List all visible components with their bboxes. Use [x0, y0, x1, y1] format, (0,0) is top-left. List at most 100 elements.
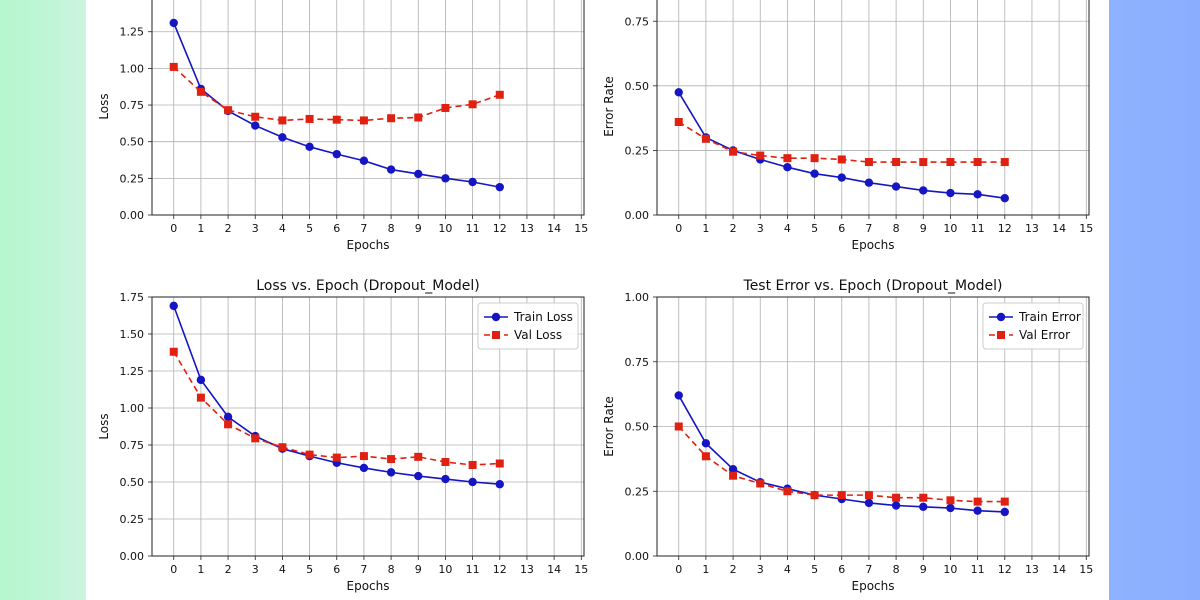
y-tick-label: 0.00 [625, 550, 650, 563]
val-data-point [278, 443, 287, 452]
val-data-point [305, 114, 314, 123]
axes-frame [151, 296, 585, 557]
val-data-point [973, 158, 982, 167]
train-data-point [674, 391, 683, 400]
chart-1: 0 1 2 3 4 5 6 7 8 9 10 11 12 13 14 150.000.250.500.75Ep… [602, 0, 1093, 252]
x-tick-label: 9 [415, 563, 422, 576]
y-tick-label: 0.75 [625, 15, 650, 28]
x-tick-label: 3 [757, 222, 764, 235]
train-data-point [305, 142, 314, 152]
x-tick-label: 4 [784, 222, 791, 235]
val-data-point [251, 112, 260, 121]
x-tick-label: 10 [438, 563, 452, 576]
x-tick-label: 8 [388, 222, 395, 235]
x-axis-label: Epochs [852, 238, 895, 252]
val-data-point [674, 118, 683, 126]
x-axis-label: Epochs [347, 579, 390, 593]
train-data-point [701, 439, 711, 448]
legend-box [982, 302, 1084, 350]
legend-marker-train [491, 312, 501, 322]
train-data-point [891, 501, 901, 510]
train-data-point [728, 465, 738, 474]
legend: Train Loss Val Loss [477, 302, 579, 350]
val-data-point [278, 116, 287, 125]
x-tick-label: 3 [757, 563, 764, 576]
train-data-point [386, 468, 396, 477]
val-data-point [864, 491, 873, 500]
y-tick-label: 0.25 [625, 144, 650, 157]
val-data-point [946, 158, 955, 167]
train-data-point [278, 133, 287, 142]
left-background [0, 0, 86, 600]
train-data-point [251, 121, 260, 130]
train-data-point [946, 188, 955, 198]
x-tick-label: 11 [466, 563, 480, 576]
val-data-point [919, 493, 928, 502]
x-tick-label: 8 [388, 563, 395, 576]
x-tick-label: 6 [838, 563, 845, 576]
x-tick-label: 15 [574, 563, 588, 576]
val-data-point [332, 115, 341, 124]
x-tick-label: 0 [675, 222, 682, 235]
x-tick-label: 4 [279, 222, 286, 235]
legend-box [477, 302, 579, 350]
x-tick-label: 2 [730, 222, 737, 235]
val-data-point [837, 491, 846, 500]
val-data-point [783, 487, 792, 496]
val-data-point [169, 62, 178, 71]
y-tick-label: 0.00 [120, 550, 145, 563]
legend-label-train: Train Error [1018, 310, 1081, 324]
train-data-point [468, 477, 477, 487]
y-axis-label: Loss [97, 93, 111, 119]
val-data-point [359, 116, 368, 125]
train-data-point [441, 174, 450, 183]
val-data-point [946, 496, 955, 505]
y-tick-label: 0.50 [120, 476, 145, 489]
val-data-point [414, 113, 423, 122]
legend-label-val: Val Loss [514, 328, 562, 342]
val-data-point [892, 493, 901, 502]
right-background [1109, 0, 1200, 600]
x-tick-label: 10 [943, 222, 957, 235]
val-data-point [973, 497, 982, 506]
y-tick-label: 0.00 [120, 209, 145, 222]
x-tick-label: 15 [1079, 222, 1093, 235]
legend-marker-train [996, 312, 1006, 322]
x-axis-label: Epochs [347, 238, 390, 252]
val-data-point [387, 114, 396, 123]
val-data-point [837, 155, 846, 164]
chart-title: Test Error vs. Epoch (Dropout_Model) [743, 278, 1003, 294]
val-data-point [305, 450, 314, 459]
x-tick-label: 3 [252, 222, 259, 235]
x-tick-label: 3 [252, 563, 259, 576]
train-data-point [837, 173, 846, 182]
y-tick-label: 1.50 [120, 328, 145, 341]
val-data-point [1000, 158, 1009, 167]
x-tick-label: 14 [547, 563, 561, 576]
y-tick-label: 0.75 [625, 356, 650, 369]
val-data-point [169, 347, 178, 356]
x-tick-label: 9 [920, 563, 927, 576]
legend-label-val: Val Error [1019, 328, 1070, 342]
x-tick-label: 12 [493, 563, 507, 576]
train-data-point [1000, 507, 1009, 517]
train-data-point [919, 186, 928, 195]
legend-marker-val [492, 331, 500, 339]
train-data-point [973, 190, 982, 199]
val-data-point [892, 158, 901, 167]
val-data-point [196, 393, 205, 402]
x-tick-label: 1 [702, 563, 709, 576]
x-tick-label: 0 [675, 563, 682, 576]
val-data-point [196, 87, 205, 96]
y-axis-label: Loss [97, 413, 111, 439]
x-tick-label: 5 [811, 222, 818, 235]
train-data-point [891, 182, 901, 191]
plot-area [657, 0, 1089, 215]
val-data-point [864, 158, 873, 167]
y-tick-label: 1.25 [120, 26, 145, 39]
train-data-point [973, 506, 982, 515]
x-tick-label: 4 [279, 563, 286, 576]
x-tick-label: 13 [1025, 563, 1039, 576]
val-data-point [701, 452, 710, 461]
